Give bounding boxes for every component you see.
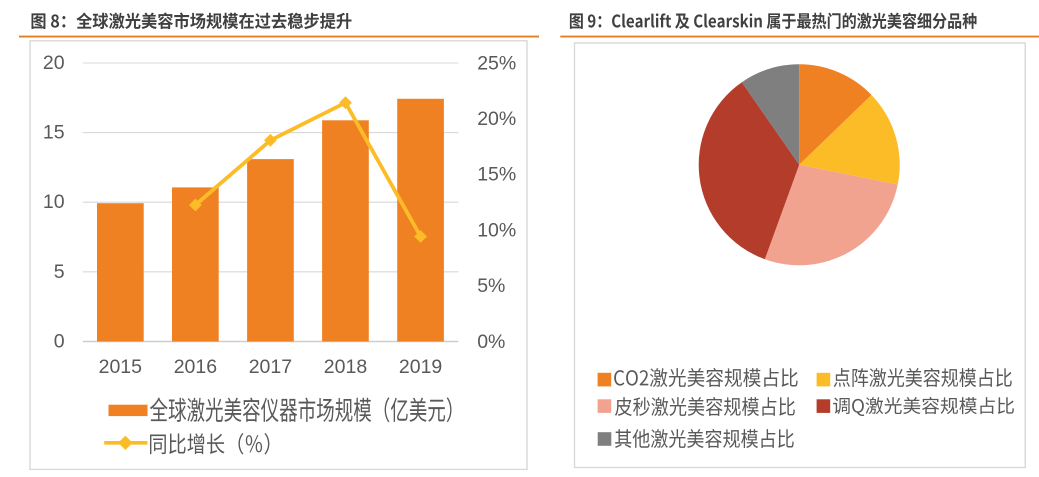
svg-text:0: 0	[54, 331, 65, 353]
svg-text:10%: 10%	[477, 219, 516, 241]
svg-text:2019: 2019	[399, 356, 442, 378]
svg-text:2015: 2015	[99, 356, 143, 378]
svg-text:5: 5	[54, 261, 65, 283]
svg-text:5%: 5%	[477, 275, 505, 297]
svg-text:2018: 2018	[324, 356, 367, 378]
svg-text:20: 20	[43, 52, 65, 74]
svg-text:15: 15	[43, 122, 65, 144]
svg-text:25%: 25%	[477, 52, 516, 74]
svg-text:15%: 15%	[477, 164, 516, 186]
svg-text:2016: 2016	[174, 356, 217, 378]
svg-text:20%: 20%	[477, 108, 516, 130]
svg-text:2017: 2017	[249, 356, 292, 378]
svg-text:10: 10	[43, 191, 65, 213]
svg-text:0%: 0%	[477, 331, 505, 353]
